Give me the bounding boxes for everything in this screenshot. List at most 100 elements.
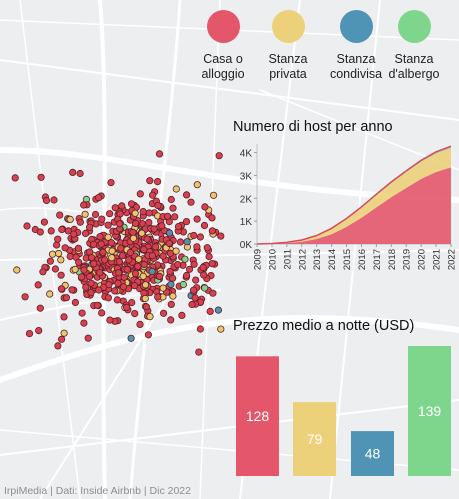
- x-tick-label: 2021: [432, 249, 443, 270]
- listing-dot: [187, 198, 195, 206]
- listing-dot: [68, 286, 76, 294]
- listing-dot: [111, 204, 119, 212]
- listing-dot: [115, 269, 123, 277]
- listing-dot: [105, 280, 113, 289]
- x-tick-label: 2022: [447, 249, 458, 270]
- price-bar: [351, 431, 394, 476]
- listing-dot: [201, 203, 209, 211]
- x-tick-label: 2017: [372, 249, 383, 270]
- listing-dot: [141, 294, 149, 303]
- listing-dot: [37, 173, 45, 181]
- listing-dot: [60, 329, 68, 337]
- listing-dot: [60, 313, 68, 321]
- x-tick-label: 2016: [357, 249, 368, 270]
- listing-dot: [200, 271, 208, 279]
- listing-dot: [152, 243, 160, 251]
- listing-dot: [142, 303, 150, 311]
- listing-dot: [145, 218, 153, 227]
- listing-dot: [76, 218, 84, 226]
- listing-dot: [149, 191, 157, 199]
- listing-dot: [165, 239, 173, 247]
- listing-dot: [34, 281, 42, 289]
- listing-dot: [46, 257, 55, 265]
- listing-dot: [196, 233, 204, 241]
- area-top-line: [256, 145, 452, 245]
- listing-dot: [185, 265, 194, 273]
- listing-dot: [82, 229, 90, 237]
- listing-dot: [40, 218, 49, 226]
- listing-dot: [98, 215, 106, 223]
- listing-dot: [111, 287, 119, 295]
- listing-dot: [107, 239, 115, 247]
- listing-dot: [125, 256, 133, 264]
- listing-dot: [104, 221, 112, 229]
- listing-dot: [188, 300, 196, 309]
- listing-dot: [120, 283, 128, 291]
- listing-dot: [155, 150, 164, 158]
- listing-dot: [85, 272, 94, 281]
- price-chart-title: Prezzo medio a notte (USD): [233, 318, 415, 334]
- listing-dot: [172, 247, 180, 255]
- listing-dot: [118, 252, 126, 260]
- listing-dot: [35, 326, 43, 335]
- legend-label-casa: Casa o alloggio: [191, 52, 255, 82]
- listing-dot: [172, 185, 180, 193]
- listing-dot: [54, 249, 63, 258]
- listing-dot: [66, 252, 74, 261]
- listing-dot: [159, 284, 167, 292]
- price-bar-label: 79: [307, 431, 323, 447]
- listing-dot: [217, 325, 225, 333]
- listing-dot: [154, 202, 162, 210]
- legend-dot-casa: [206, 10, 240, 43]
- listing-dot: [169, 292, 177, 300]
- listing-dot: [101, 256, 109, 264]
- legend-label-privata: Stanza privata: [256, 52, 320, 82]
- listing-dot: [136, 190, 144, 198]
- listing-dot: [131, 269, 140, 278]
- listing-dot: [139, 208, 147, 216]
- listing-dot: [139, 272, 147, 280]
- listing-dot: [193, 181, 201, 189]
- listing-dot: [208, 214, 216, 222]
- price-bar: [408, 346, 451, 476]
- listing-dot: [61, 244, 69, 252]
- legend-label-condivisa: Stanza condivisa: [324, 52, 388, 82]
- listing-dot: [108, 254, 116, 262]
- listing-dot: [148, 252, 156, 260]
- listing-dot: [138, 229, 146, 237]
- y-tick-label: 4K: [240, 149, 253, 160]
- listing-dot: [208, 259, 216, 268]
- listing-dot: [54, 235, 62, 243]
- listing-dot: [21, 293, 29, 301]
- listing-dot: [115, 258, 124, 266]
- listing-dot: [80, 319, 88, 327]
- listing-dot: [178, 311, 186, 319]
- legend-label-line-1: Casa o: [203, 52, 243, 66]
- listing-dot: [54, 342, 62, 350]
- listing-dot: [132, 219, 140, 227]
- listing-dot: [74, 244, 83, 252]
- listing-dot: [81, 210, 89, 218]
- listing-dot: [201, 284, 209, 292]
- listing-dot: [118, 202, 126, 210]
- legend-item-condivisa: Stanza condivisa: [324, 10, 388, 82]
- listing-dot: [166, 229, 174, 237]
- listing-dot: [114, 279, 122, 287]
- listing-dot: [169, 204, 177, 212]
- listing-dot: [69, 168, 77, 176]
- x-tick-label: 2020: [417, 249, 428, 270]
- listing-dot: [70, 230, 78, 238]
- listing-dot: [155, 272, 164, 280]
- hosts-area-chart: 0K 1K 2K 3K 4K 2009 2010 2011 2012 2013 2014 2015 20…: [240, 144, 458, 270]
- listing-dot: [150, 225, 158, 233]
- listing-dot: [129, 234, 138, 242]
- listing-dots: [11, 150, 225, 356]
- listing-dot: [183, 191, 191, 199]
- listing-dot: [208, 227, 216, 235]
- listing-dot: [158, 222, 166, 230]
- listing-dot: [131, 282, 139, 290]
- listing-dot: [181, 255, 189, 263]
- price-bar-label: 48: [365, 446, 381, 462]
